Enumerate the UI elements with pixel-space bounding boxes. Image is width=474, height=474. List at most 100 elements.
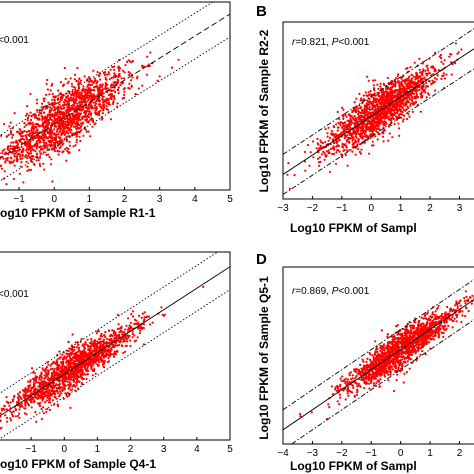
data-point bbox=[58, 100, 62, 103]
data-point bbox=[370, 122, 373, 125]
data-point bbox=[32, 162, 36, 166]
data-point bbox=[40, 390, 43, 393]
data-point bbox=[12, 145, 15, 148]
data-point bbox=[54, 111, 58, 114]
data-point bbox=[428, 93, 431, 96]
data-point bbox=[438, 55, 441, 58]
data-point bbox=[384, 101, 387, 104]
data-point bbox=[50, 133, 53, 136]
data-point bbox=[341, 130, 344, 134]
data-point bbox=[425, 84, 428, 88]
data-point bbox=[354, 111, 357, 114]
data-point bbox=[423, 76, 426, 79]
data-point bbox=[27, 398, 30, 401]
data-point bbox=[368, 152, 371, 155]
data-point bbox=[19, 165, 22, 168]
data-point bbox=[377, 100, 380, 103]
data-point bbox=[401, 362, 404, 365]
data-point bbox=[82, 107, 85, 110]
data-point bbox=[18, 172, 21, 175]
data-point bbox=[40, 152, 43, 155]
data-point bbox=[379, 85, 382, 88]
data-point bbox=[122, 351, 125, 354]
data-point bbox=[73, 363, 76, 366]
data-point bbox=[420, 96, 423, 99]
data-point bbox=[46, 113, 50, 116]
data-point bbox=[362, 135, 365, 138]
data-point bbox=[47, 384, 50, 387]
data-point bbox=[381, 115, 384, 119]
data-point bbox=[349, 123, 352, 126]
data-point bbox=[93, 349, 96, 352]
data-point bbox=[126, 60, 129, 64]
data-point bbox=[5, 183, 8, 186]
data-point bbox=[424, 72, 427, 75]
data-point bbox=[86, 338, 89, 341]
data-point bbox=[360, 125, 363, 128]
data-point bbox=[39, 374, 42, 377]
x-tick-label: 5 bbox=[227, 194, 233, 205]
data-point bbox=[327, 139, 330, 142]
data-point bbox=[33, 116, 37, 119]
data-point bbox=[49, 368, 52, 371]
data-point bbox=[40, 381, 43, 384]
data-point bbox=[30, 146, 33, 149]
data-point bbox=[95, 82, 98, 85]
data-point bbox=[104, 335, 107, 339]
data-point bbox=[372, 144, 375, 147]
data-point bbox=[79, 340, 82, 343]
data-point bbox=[21, 131, 24, 135]
x-tick-label: 1 bbox=[87, 194, 93, 205]
data-point bbox=[53, 115, 56, 118]
data-point bbox=[83, 75, 86, 78]
data-point bbox=[35, 159, 38, 162]
data-point bbox=[419, 71, 422, 74]
data-point bbox=[360, 97, 363, 100]
data-point bbox=[42, 105, 45, 108]
data-point bbox=[399, 103, 402, 107]
data-point bbox=[47, 101, 50, 104]
data-point bbox=[110, 76, 113, 80]
data-point bbox=[368, 101, 371, 104]
data-point bbox=[92, 101, 95, 104]
data-point bbox=[86, 92, 90, 95]
data-point bbox=[55, 107, 58, 110]
data-point bbox=[426, 72, 429, 75]
data-point bbox=[70, 365, 73, 368]
data-point bbox=[30, 389, 33, 392]
panel-a-xticks: −1 0 1 2 3 4 5 bbox=[13, 187, 233, 205]
data-point bbox=[41, 136, 44, 139]
data-point bbox=[2, 157, 5, 160]
data-point bbox=[408, 75, 411, 78]
data-point bbox=[44, 115, 47, 118]
data-point bbox=[75, 141, 78, 144]
data-point bbox=[60, 138, 64, 141]
data-point bbox=[127, 327, 131, 330]
data-point bbox=[71, 132, 74, 135]
data-point bbox=[430, 74, 433, 77]
data-point bbox=[77, 347, 80, 350]
data-point bbox=[337, 121, 340, 124]
data-point bbox=[111, 329, 114, 332]
data-point bbox=[401, 87, 404, 90]
x-tick-label: 2 bbox=[427, 203, 433, 214]
data-point bbox=[73, 94, 76, 97]
data-point bbox=[113, 72, 116, 75]
data-point bbox=[108, 338, 111, 341]
data-point bbox=[88, 76, 91, 79]
data-point bbox=[67, 340, 70, 343]
data-point bbox=[60, 98, 63, 101]
data-point bbox=[432, 338, 436, 341]
data-point bbox=[74, 377, 77, 380]
data-point bbox=[42, 111, 46, 114]
data-point bbox=[409, 104, 412, 107]
data-point bbox=[102, 109, 105, 112]
data-point bbox=[52, 120, 55, 123]
data-point bbox=[421, 74, 424, 77]
data-point bbox=[371, 79, 375, 82]
data-point bbox=[332, 125, 335, 128]
data-point bbox=[90, 94, 93, 97]
data-point bbox=[112, 355, 115, 358]
data-point bbox=[107, 99, 110, 102]
data-point bbox=[390, 86, 393, 89]
